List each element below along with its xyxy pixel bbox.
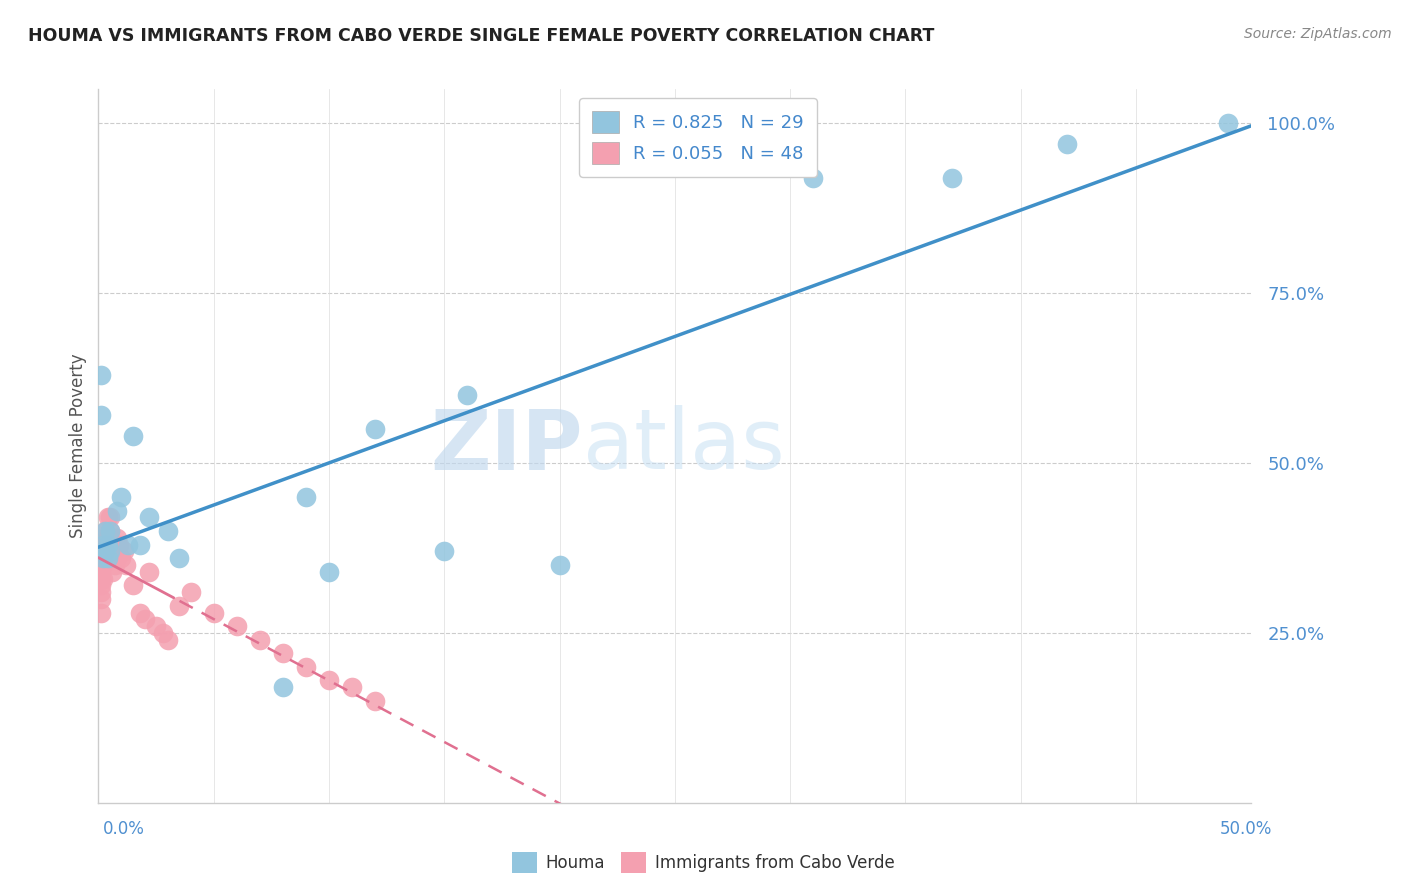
Text: HOUMA VS IMMIGRANTS FROM CABO VERDE SINGLE FEMALE POVERTY CORRELATION CHART: HOUMA VS IMMIGRANTS FROM CABO VERDE SING… — [28, 27, 935, 45]
Point — [318, 673, 340, 688]
Legend: Houma, Immigrants from Cabo Verde: Houma, Immigrants from Cabo Verde — [505, 846, 901, 880]
Point — [103, 558, 125, 572]
Point — [122, 578, 145, 592]
Point — [98, 544, 121, 558]
Text: atlas: atlas — [582, 406, 785, 486]
Point — [94, 551, 117, 566]
Point — [456, 388, 478, 402]
Point — [202, 606, 225, 620]
Point — [90, 606, 112, 620]
Point — [103, 544, 125, 558]
Point — [94, 544, 117, 558]
Point — [156, 632, 179, 647]
Point — [295, 660, 318, 674]
Point — [91, 544, 114, 558]
Point — [90, 551, 112, 566]
Text: 50.0%: 50.0% — [1220, 820, 1272, 838]
Point — [94, 524, 117, 538]
Point — [90, 572, 112, 586]
Point — [364, 694, 387, 708]
Point — [94, 537, 117, 551]
Point — [295, 490, 318, 504]
Text: 0.0%: 0.0% — [103, 820, 145, 838]
Point — [90, 578, 112, 592]
Point — [90, 368, 112, 382]
Point — [91, 537, 114, 551]
Point — [91, 558, 114, 572]
Point — [105, 531, 128, 545]
Point — [112, 544, 135, 558]
Point — [91, 537, 114, 551]
Point — [117, 537, 139, 551]
Point — [110, 551, 132, 566]
Point — [105, 503, 128, 517]
Point — [97, 510, 120, 524]
Point — [90, 409, 112, 423]
Point — [152, 626, 174, 640]
Point — [941, 170, 963, 185]
Point — [318, 565, 340, 579]
Point — [134, 612, 156, 626]
Point — [91, 551, 114, 566]
Point — [167, 551, 190, 566]
Text: ZIP: ZIP — [430, 406, 582, 486]
Legend: R = 0.825   N = 29, R = 0.055   N = 48: R = 0.825 N = 29, R = 0.055 N = 48 — [579, 98, 817, 177]
Point — [101, 551, 124, 566]
Point — [122, 429, 145, 443]
Point — [90, 558, 112, 572]
Point — [364, 422, 387, 436]
Point — [97, 531, 120, 545]
Point — [548, 558, 571, 572]
Point — [101, 565, 124, 579]
Point — [167, 599, 190, 613]
Point — [108, 537, 131, 551]
Point — [97, 537, 120, 551]
Point — [145, 619, 167, 633]
Point — [225, 619, 247, 633]
Point — [94, 524, 117, 538]
Point — [91, 551, 114, 566]
Point — [90, 565, 112, 579]
Point — [90, 591, 112, 606]
Point — [115, 558, 138, 572]
Text: Source: ZipAtlas.com: Source: ZipAtlas.com — [1244, 27, 1392, 41]
Point — [433, 544, 456, 558]
Point — [138, 565, 160, 579]
Point — [138, 510, 160, 524]
Point — [90, 585, 112, 599]
Point — [156, 524, 179, 538]
Point — [98, 524, 121, 538]
Point — [129, 606, 152, 620]
Point — [129, 537, 152, 551]
Point — [340, 680, 363, 694]
Point — [91, 572, 114, 586]
Point — [249, 632, 271, 647]
Point — [97, 551, 120, 566]
Point — [271, 680, 294, 694]
Point — [110, 490, 132, 504]
Point — [180, 585, 202, 599]
Point — [98, 524, 121, 538]
Y-axis label: Single Female Poverty: Single Female Poverty — [69, 354, 87, 538]
Point — [98, 537, 121, 551]
Point — [801, 170, 824, 185]
Point — [271, 646, 294, 660]
Point — [1056, 136, 1078, 151]
Point — [1218, 116, 1240, 130]
Point — [98, 510, 121, 524]
Point — [105, 551, 128, 566]
